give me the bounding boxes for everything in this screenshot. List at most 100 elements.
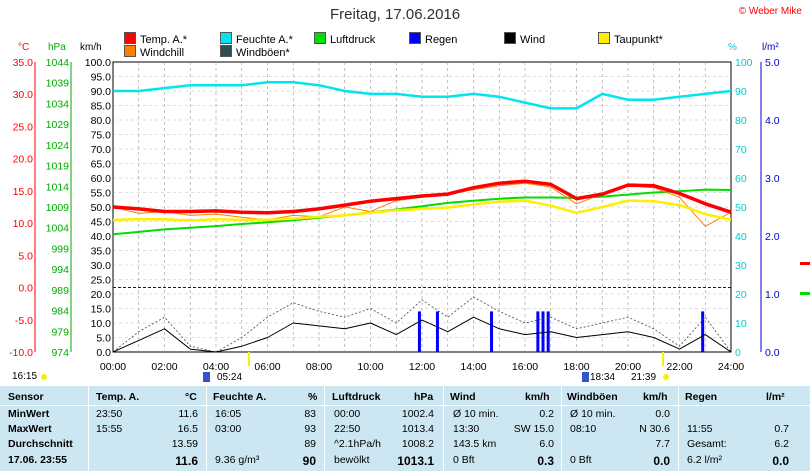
table-cell-rain-desc: Gesamt:	[687, 438, 727, 450]
table-cell-gust-desc: Ø 10 min.	[570, 408, 616, 420]
table-cell-press-time: ^2.1hPa/h	[334, 438, 381, 450]
table-cell-gust-val: N 30.6	[639, 423, 670, 435]
x-tick-label: 14:00	[460, 361, 486, 373]
table-cell-label: Durchschnitt	[8, 438, 73, 450]
table-header-gusts: Windböen	[567, 391, 618, 403]
table-cell-temp-time: 15:55	[96, 423, 123, 435]
legend-item-rain: Regen	[409, 32, 457, 46]
humidity-tick-label: 10	[735, 318, 747, 330]
wind-tick-label: 75.0	[91, 130, 112, 142]
table-header-rain-unit: l/m²	[766, 391, 785, 403]
pressure-tick-label: 1004	[46, 223, 70, 235]
wind-tick-label: 80.0	[91, 115, 112, 127]
x-tick-label: 20:00	[615, 361, 641, 373]
wind-tick-label: 45.0	[91, 217, 112, 229]
wind-tick-label: 15.0	[91, 304, 112, 316]
table-cell-temp-val: 11.6	[175, 454, 198, 468]
table-cell-hum-time: 9.36 g/m³	[215, 454, 260, 466]
wind-tick-label: 20.0	[91, 289, 112, 301]
table-cell-wind-val: 0.2	[539, 408, 554, 420]
series-line	[112, 316, 732, 353]
wind-tick-label: 95.0	[91, 72, 112, 84]
table-cell-rain-desc: 6.2 l/m²	[687, 454, 723, 466]
temp-tick-label: 0.0	[18, 283, 33, 295]
humidity-tick-label: 90	[735, 86, 747, 98]
legend-item-temp: Temp. A.*	[124, 32, 187, 46]
series-line	[112, 296, 732, 353]
rain-bar	[536, 311, 540, 352]
table-cell-gust-val: 7.7	[655, 438, 670, 450]
temp-tick-label: 15.0	[13, 186, 34, 198]
table-cell-press-time: 00:00	[334, 408, 361, 420]
table-cell-label: 17.06. 23:55	[8, 454, 67, 466]
table-header-pressure: Luftdruck	[332, 391, 381, 403]
rain-tick-label: 2.0	[765, 231, 780, 243]
table-cell-rain-val: 0.7	[774, 423, 789, 435]
table-header-gusts-unit: km/h	[643, 391, 668, 403]
table-divider	[0, 405, 810, 406]
rain-tick-label: 3.0	[765, 173, 780, 185]
wind-tick-label: 40.0	[91, 231, 112, 243]
temp-tick-label: 20.0	[13, 154, 34, 166]
rain-tick-label: 0.0	[765, 347, 780, 359]
table-cell-wind-val: 0.3	[537, 454, 554, 468]
humidity-tick-label: 60	[735, 173, 747, 185]
table-cell-hum-time: 03:00	[215, 423, 242, 435]
x-tick-label: 22:00	[666, 361, 692, 373]
legend-item-humidity: Feuchte A.*	[220, 32, 293, 46]
legend-item-pressure: Luftdruck	[314, 32, 375, 46]
pressure-tick-label: 1024	[46, 140, 70, 152]
series-line	[112, 188, 732, 236]
temp-tick-label: -10.0	[9, 347, 33, 359]
wind-tick-label: 35.0	[91, 246, 112, 258]
table-cell-hum-val: 93	[304, 423, 316, 435]
rain-bar	[701, 311, 705, 352]
temp-tick-label: 10.0	[13, 218, 34, 230]
table-cell-gust-desc: 08:10	[570, 423, 597, 435]
table-divider	[443, 386, 444, 471]
wind-tick-label: 70.0	[91, 144, 112, 156]
wind-tick-label: 55.0	[91, 188, 112, 200]
table-header-rain: Regen	[685, 391, 718, 403]
summary-table	[0, 386, 810, 471]
humidity-tick-label: 80	[735, 115, 747, 127]
rain-axis-unit: l/m²	[762, 42, 779, 53]
table-header-wind: Wind	[450, 391, 476, 403]
table-cell-gust-val: 0.0	[653, 454, 670, 468]
table-cell-wind-desc: Ø 10 min.	[453, 408, 499, 420]
edge-marker-temp	[800, 262, 810, 265]
rain-tick-label: 4.0	[765, 115, 780, 127]
temp-tick-label: 25.0	[13, 121, 34, 133]
x-tick-label: 02:00	[151, 361, 177, 373]
humidity-tick-label: 0	[735, 347, 741, 359]
wind-tick-label: 100.0	[85, 57, 111, 69]
table-cell-temp-val: 16.5	[177, 423, 198, 435]
humidity-tick-label: 30	[735, 260, 747, 272]
wind-tick-label: 0.0	[96, 347, 111, 359]
pressure-tick-label: 1029	[46, 119, 70, 131]
x-tick-label: 06:00	[254, 361, 280, 373]
temp-tick-label: 5.0	[18, 250, 33, 262]
pressure-tick-label: 989	[51, 285, 69, 297]
weather-chart: -10.0 -5.0 0.0 5.0 10.0 15.0 20.0 25.0 30.0 35.0 9…	[9, 57, 810, 382]
table-cell-label: MinWert	[8, 408, 50, 420]
table-cell-rain-val: 0.0	[772, 454, 789, 468]
wind-tick-label: 60.0	[91, 173, 112, 185]
copyright-text: © Weber Mike	[738, 6, 802, 17]
left-time-mark: 16:15	[12, 371, 38, 382]
table-cell-hum-val: 89	[304, 438, 316, 450]
pressure-tick-label: 1044	[46, 57, 70, 69]
rain-bar	[435, 311, 439, 352]
legend-item-windchill: Windchill	[124, 45, 184, 59]
table-cell-gust-val: 0.0	[655, 408, 670, 420]
wind-tick-label: 65.0	[91, 159, 112, 171]
table-cell-hum-val: 90	[302, 454, 316, 468]
x-tick-label: 18:00	[563, 361, 589, 373]
table-cell-hum-val: 83	[304, 408, 316, 420]
table-cell-temp-val: 13.59	[171, 438, 198, 450]
humidity-tick-label: 20	[735, 289, 747, 301]
rain-tick-label: 5.0	[765, 57, 780, 69]
x-tick-label: 12:00	[409, 361, 435, 373]
wind-tick-label: 5.0	[96, 333, 111, 345]
sunset-time-a: 18:34	[590, 372, 616, 383]
